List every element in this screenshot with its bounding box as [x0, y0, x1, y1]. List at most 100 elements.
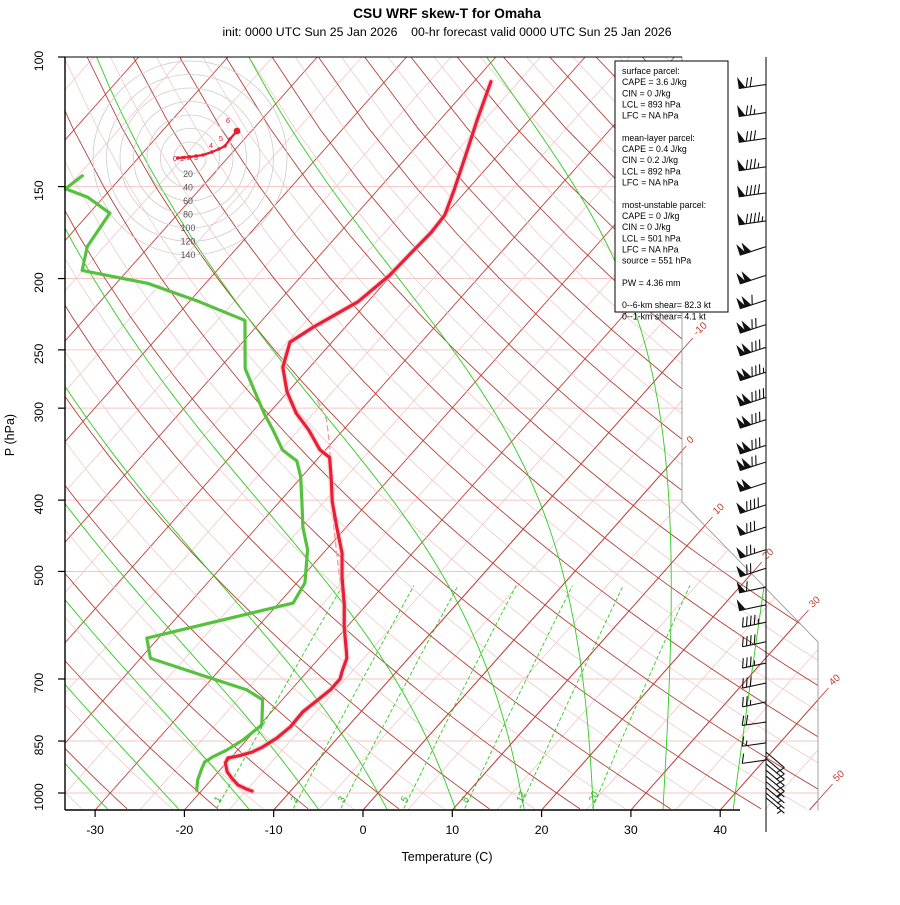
info-box-line: most-unstable parcel:	[622, 200, 706, 210]
mixing-ratio-label: 1	[212, 795, 224, 804]
y-tick-label: 850	[32, 735, 46, 756]
info-box-line: LCL = 501 hPa	[622, 233, 681, 243]
wind-barb	[738, 103, 766, 116]
info-box-line: CIN = 0.2 J/kg	[622, 155, 678, 165]
wind-barb	[737, 266, 766, 283]
wind-barb	[741, 613, 766, 627]
info-box-line: CAPE = 3.6 J/kg	[622, 77, 687, 87]
wind-barb	[741, 632, 766, 646]
dewpoint-curve	[65, 176, 307, 790]
y-tick-label: 150	[32, 180, 46, 201]
hodograph-ring-label: 60	[183, 196, 193, 206]
info-box-line: source = 551 hPa	[622, 256, 691, 266]
wind-barb	[741, 693, 766, 707]
hodograph-point	[210, 150, 213, 153]
isotherm-label: 50	[831, 768, 847, 784]
x-tick-label: 30	[624, 823, 638, 837]
info-box-line: LFC = NA hPa	[622, 111, 679, 121]
x-axis-title: Temperature (C)	[402, 850, 493, 864]
hodograph-point-label: 1	[180, 154, 184, 163]
hodograph-point	[234, 128, 241, 135]
wind-barb	[737, 338, 766, 355]
mixing-ratio-label: 12	[515, 790, 529, 804]
wind-barb	[738, 212, 766, 225]
hodograph-point-label: 2	[187, 153, 191, 162]
info-box-line: LFC = NA hPa	[622, 244, 679, 254]
isotherm-label: 40	[827, 672, 843, 688]
info-box-line: mean-layer parcel:	[622, 133, 695, 143]
isotherm-label: 30	[807, 594, 823, 610]
x-tick-label: 40	[713, 823, 727, 837]
wind-barb	[738, 157, 766, 170]
info-box-line: CAPE = 0 J/kg	[622, 211, 680, 221]
hodograph-point-label: 0	[173, 154, 177, 163]
isotherm-label: 20	[760, 546, 776, 562]
wind-barb-column	[737, 57, 784, 832]
hodograph-ring-label: 20	[183, 169, 193, 179]
y-axis-title: P (hPa)	[3, 414, 17, 456]
info-box-line: LCL = 892 hPa	[622, 166, 681, 176]
hodograph-point	[217, 147, 220, 150]
hodograph-ring-label: 120	[181, 237, 196, 247]
y-tick-label: 300	[32, 402, 46, 423]
wind-barb	[737, 496, 766, 513]
y-tick-label: 500	[32, 565, 46, 586]
hodograph-point	[201, 153, 204, 156]
wind-barb	[737, 316, 766, 333]
wind-barb	[737, 363, 766, 380]
isotherm-label: 0	[685, 434, 697, 446]
hodograph-ring-label: 40	[183, 183, 193, 193]
mixing-ratio-label: 2	[288, 795, 301, 805]
hodograph-point	[223, 144, 226, 147]
x-tick-label: -20	[176, 823, 194, 837]
y-tick-label: 250	[32, 343, 46, 364]
info-box-line: LFC = NA hPa	[622, 178, 679, 188]
wind-barb	[737, 291, 766, 308]
x-tick-label: 10	[445, 823, 459, 837]
wind-barb	[737, 518, 766, 535]
info-box-line: surface parcel:	[622, 66, 680, 76]
wind-barb	[741, 751, 766, 764]
hodograph-ring-label: 140	[181, 250, 196, 260]
y-tick-label: 700	[32, 673, 46, 694]
hodograph-point-label: 6	[226, 116, 230, 125]
info-box-line: PW = 4.36 mm	[622, 278, 680, 288]
x-tick-label: -30	[86, 823, 104, 837]
y-tick-label: 200	[32, 272, 46, 293]
mixing-ratio-label: 3	[336, 795, 348, 804]
page-subtitle: init: 0000 UTC Sun 25 Jan 2026 00-hr for…	[222, 25, 671, 39]
wind-barb	[738, 184, 766, 197]
hodograph-point-label: 3	[194, 153, 198, 162]
mixing-ratio-label: 20	[587, 790, 602, 805]
wind-barb	[737, 411, 766, 428]
x-tick-label: -10	[265, 823, 283, 837]
y-tick-label: 100	[32, 51, 46, 72]
info-box-line: CIN = 0 J/kg	[622, 222, 671, 232]
wind-barb	[737, 238, 766, 255]
isotherm-label: -10	[691, 320, 709, 338]
wind-barb	[737, 474, 766, 491]
info-box-line: 0--1-km shear= 4.1 kt	[622, 311, 706, 321]
hodograph-point-label: 4	[209, 141, 213, 150]
hodograph-point-label: 5	[219, 134, 223, 143]
info-box-line: CAPE = 0.4 J/kg	[622, 144, 687, 154]
y-tick-label: 1000	[32, 783, 46, 811]
x-tick-label: 20	[535, 823, 549, 837]
hodograph-ring-label: 100	[181, 223, 196, 233]
wind-barb	[737, 388, 766, 405]
x-tick-label: 0	[360, 823, 367, 837]
wind-barb	[738, 75, 766, 88]
info-box: surface parcel:CAPE = 3.6 J/kg CIN = 0 J/…	[615, 61, 728, 321]
hodograph-ring-label: 80	[183, 210, 193, 220]
isotherm-label: 10	[711, 501, 727, 517]
wind-barb	[738, 129, 766, 142]
wind-barb	[737, 436, 766, 453]
hodograph-point	[228, 137, 231, 140]
info-box-line: 0--6-km shear= 82.3 kt	[622, 300, 711, 310]
wind-barb	[737, 453, 766, 470]
